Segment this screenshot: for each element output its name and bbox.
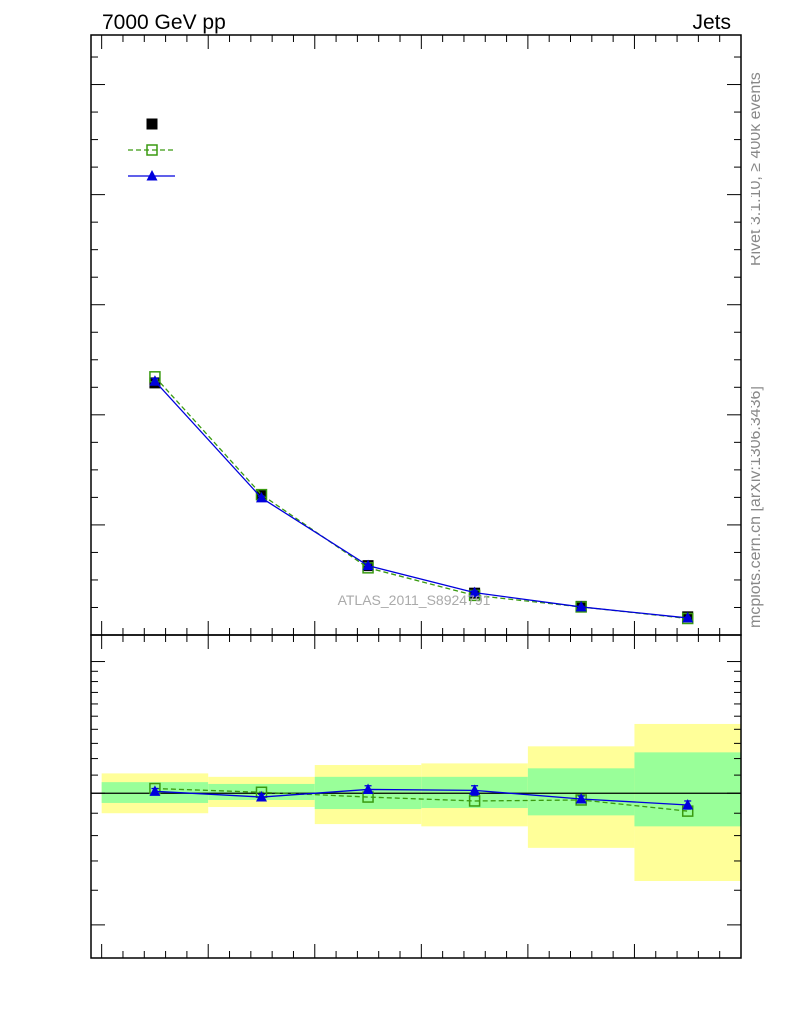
pythia-point — [469, 586, 481, 598]
pythia-point-ratio — [575, 793, 587, 804]
ratio-panel — [91, 723, 741, 881]
legend-marker — [146, 118, 158, 130]
main-panel-frame — [90, 34, 742, 636]
legend-marker — [146, 170, 158, 181]
herwig-point-ratio — [468, 795, 481, 807]
pythia-point — [149, 375, 161, 386]
header-process-label: Jets — [692, 11, 731, 34]
pythia-point-ratio — [362, 783, 374, 794]
herwig-line — [154, 376, 688, 620]
margin-left — [0, 0, 91, 1024]
uncertainty-band-inner — [527, 768, 635, 816]
ratio-panel-frame — [90, 634, 742, 959]
pythia-point — [362, 559, 374, 571]
panel-frames — [0, 0, 751, 1024]
margin-right — [741, 34, 751, 964]
pythia-point-ratio — [149, 785, 161, 796]
main-panel-series — [149, 371, 694, 625]
pythia-point — [575, 600, 587, 612]
source-reference-label: mcplots.cern.ch [arXiv:1306.3436] — [747, 386, 764, 628]
pythia-point — [255, 491, 267, 503]
analysis-watermark: ATLAS_2011_S8924791 — [338, 592, 491, 608]
header-collision-label: 7000 GeV pp — [102, 11, 226, 34]
pythia-point-ratio — [469, 784, 481, 795]
legend — [128, 118, 175, 181]
uncertainty-band-inner — [634, 752, 741, 827]
pythia-line-ratio — [154, 788, 688, 806]
pythia-line — [154, 380, 688, 619]
pythia-point — [682, 611, 694, 623]
pythia-point-ratio — [682, 798, 694, 810]
rivet-version-label: Rivet 3.1.10, ≥ 400k events — [747, 72, 764, 266]
legend-marker — [146, 144, 158, 156]
pythia-point-ratio — [255, 791, 267, 802]
herwig-line-ratio — [154, 787, 688, 812]
